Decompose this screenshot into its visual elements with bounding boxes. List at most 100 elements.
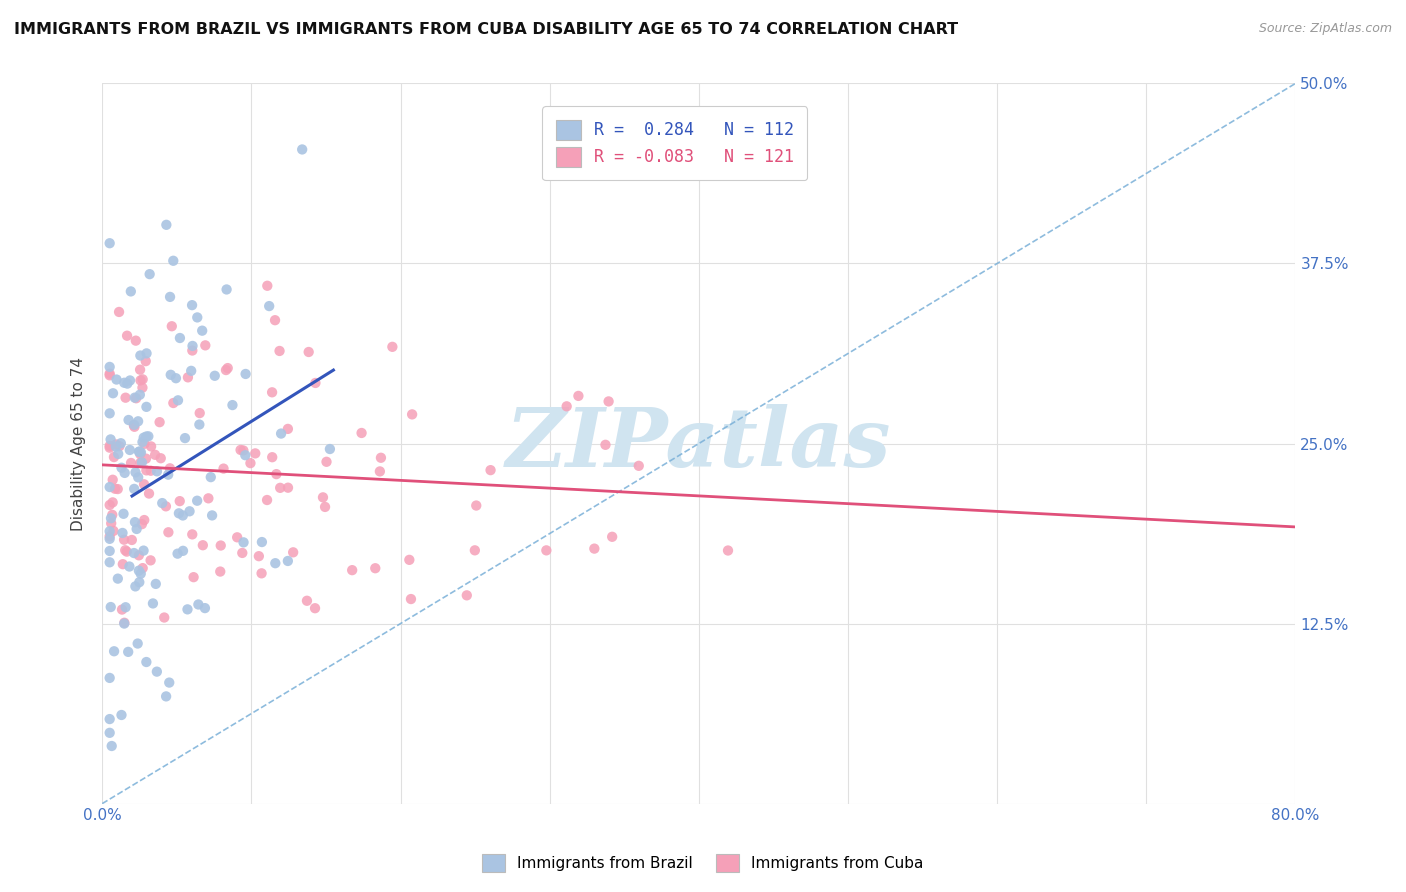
Point (583, 541, 606, 556)
Point (120, 285, 142, 299)
Point (118, 442, 141, 457)
Point (181, 298, 204, 312)
Point (149, 415, 172, 429)
Point (159, 461, 181, 475)
Point (215, 363, 238, 377)
Point (108, 439, 131, 453)
Point (370, 450, 392, 465)
Point (120, 456, 142, 470)
Text: ZIPatlas: ZIPatlas (506, 403, 891, 483)
Point (122, 482, 145, 496)
Point (128, 388, 150, 402)
Point (98, 441, 121, 455)
Point (188, 406, 211, 420)
Point (364, 561, 387, 575)
Point (264, 313, 287, 327)
Point (134, 513, 156, 527)
Point (98, 544, 121, 558)
Y-axis label: Disability Age 65 to 74: Disability Age 65 to 74 (72, 357, 86, 531)
Point (479, 463, 502, 477)
Point (98, 359, 121, 374)
Point (172, 508, 194, 523)
Point (128, 564, 150, 578)
Point (283, 545, 305, 559)
Point (217, 361, 239, 376)
Point (143, 448, 166, 462)
Point (464, 543, 486, 558)
Point (155, 218, 177, 232)
Point (122, 546, 145, 560)
Point (627, 458, 650, 473)
Point (138, 486, 160, 500)
Point (124, 391, 146, 405)
Point (188, 417, 211, 432)
Point (98, 524, 121, 539)
Point (128, 444, 150, 458)
Point (277, 422, 299, 436)
Point (191, 324, 214, 338)
Point (555, 400, 578, 414)
Point (101, 386, 124, 401)
Point (157, 675, 180, 690)
Point (98, 712, 121, 726)
Point (124, 419, 146, 434)
Point (98, 555, 121, 569)
Point (98, 529, 121, 543)
Point (114, 466, 136, 480)
Point (129, 445, 152, 459)
Point (135, 346, 157, 360)
Point (107, 447, 129, 461)
Point (100, 511, 122, 525)
Point (201, 508, 224, 523)
Point (247, 549, 270, 564)
Point (256, 278, 278, 293)
Point (204, 368, 226, 383)
Point (103, 524, 125, 538)
Point (231, 546, 253, 560)
Point (717, 543, 740, 558)
Point (456, 588, 478, 602)
Point (135, 655, 157, 669)
Point (112, 507, 135, 521)
Point (269, 343, 291, 358)
Point (104, 437, 127, 451)
Point (183, 570, 205, 584)
Point (174, 431, 197, 445)
Point (269, 481, 291, 495)
Point (101, 508, 124, 522)
Point (132, 477, 155, 491)
Point (124, 466, 146, 480)
Point (181, 339, 204, 353)
Point (232, 535, 254, 549)
Point (98, 367, 121, 381)
Point (250, 535, 273, 549)
Point (100, 600, 122, 615)
Point (350, 425, 373, 440)
Point (398, 553, 420, 567)
Point (181, 527, 204, 541)
Point (162, 253, 184, 268)
Point (177, 370, 200, 384)
Point (304, 601, 326, 615)
Text: Source: ZipAtlas.com: Source: ZipAtlas.com (1258, 22, 1392, 36)
Point (595, 438, 617, 452)
Point (209, 565, 232, 579)
Point (132, 543, 155, 558)
Point (112, 616, 135, 631)
Point (142, 597, 165, 611)
Point (115, 328, 138, 343)
Point (186, 493, 208, 508)
Point (262, 450, 284, 465)
Point (114, 543, 136, 558)
Point (221, 398, 243, 412)
Point (125, 334, 148, 348)
Point (115, 544, 138, 558)
Point (111, 557, 134, 571)
Point (131, 455, 153, 469)
Point (197, 491, 219, 506)
Point (266, 467, 288, 482)
Point (314, 500, 336, 514)
Point (101, 473, 124, 487)
Point (172, 544, 194, 558)
Point (295, 594, 318, 608)
